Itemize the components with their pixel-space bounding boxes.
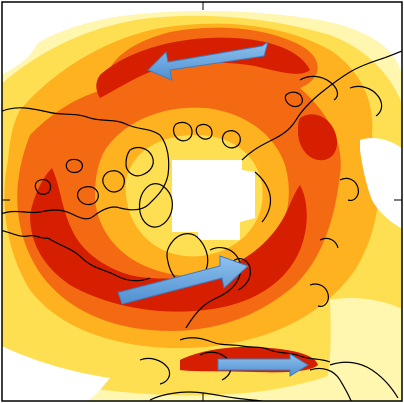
edge-patch-west — [2, 2, 69, 75]
edge-patch-southeast — [320, 298, 402, 401]
pacific-jet-arrow — [147, 40, 269, 81]
subtropical-jet-arrow — [217, 353, 309, 377]
atlantic-jet-arrow — [117, 255, 249, 305]
polar-cap — [172, 160, 255, 240]
edge-patch-east — [360, 138, 402, 229]
coastlines — [2, 50, 402, 401]
jet-core-east — [298, 114, 338, 161]
edge-patch-south — [2, 345, 110, 401]
